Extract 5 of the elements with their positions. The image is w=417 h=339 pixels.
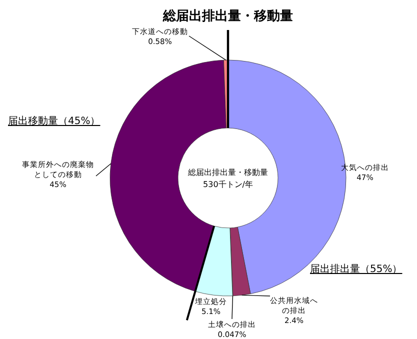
annotation: 総届出排出量・移動量: [188, 168, 268, 177]
title: 総届出排出量・移動量: [163, 9, 293, 24]
annotation: 530千トン/年: [203, 180, 253, 189]
annotation: 届出移動量（45%）: [8, 116, 100, 127]
annotation: 届出排出量（55%）: [310, 264, 402, 275]
